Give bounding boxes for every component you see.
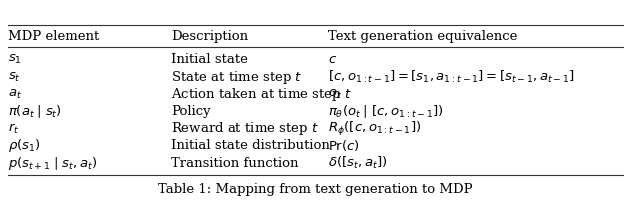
Text: $\rho(s_1)$: $\rho(s_1)$ [8,137,40,154]
Text: $a_t$: $a_t$ [8,88,22,101]
Text: Description: Description [171,30,248,43]
Text: $r_t$: $r_t$ [8,122,19,136]
Text: $\delta([s_t, a_t])$: $\delta([s_t, a_t])$ [328,155,388,171]
Text: Text generation equivalence: Text generation equivalence [328,30,518,43]
Text: $o_t$: $o_t$ [328,88,342,101]
Text: MDP element: MDP element [8,30,99,43]
Text: $\pi(a_t \mid s_t)$: $\pi(a_t \mid s_t)$ [8,103,61,120]
Text: Action taken at time step $t$: Action taken at time step $t$ [171,86,352,103]
Text: Transition function: Transition function [171,157,298,170]
Text: Initial state: Initial state [171,53,248,66]
Text: Initial state distribution: Initial state distribution [171,139,330,152]
Text: $[c, o_{1:t-1}] = [s_1, a_{1:t-1}] = [s_{t-1}, a_{t-1}]$: $[c, o_{1:t-1}] = [s_1, a_{1:t-1}] = [s_… [328,69,575,85]
Text: $p(s_{t+1} \mid s_t, a_t)$: $p(s_{t+1} \mid s_t, a_t)$ [8,155,97,172]
Text: $R_\phi([c, o_{1:t-1}])$: $R_\phi([c, o_{1:t-1}])$ [328,120,421,138]
Text: $\pi_\theta(o_t \mid [c, o_{1:t-1}])$: $\pi_\theta(o_t \mid [c, o_{1:t-1}])$ [328,103,444,120]
Text: Reward at time step $t$: Reward at time step $t$ [171,120,319,137]
Text: $s_1$: $s_1$ [8,53,22,66]
Text: $\mathrm{Pr}(c)$: $\mathrm{Pr}(c)$ [328,138,360,153]
Text: State at time step $t$: State at time step $t$ [171,68,303,85]
Text: $c$: $c$ [328,53,337,66]
Text: $s_t$: $s_t$ [8,70,20,84]
Text: Policy: Policy [171,105,211,118]
Text: Table 1: Mapping from text generation to MDP: Table 1: Mapping from text generation to… [158,183,473,196]
